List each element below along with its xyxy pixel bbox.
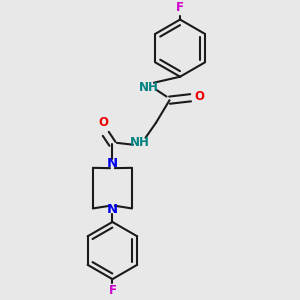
Text: O: O xyxy=(98,116,108,129)
Text: F: F xyxy=(108,284,116,297)
Text: NH: NH xyxy=(130,136,149,149)
Text: O: O xyxy=(194,90,204,104)
Text: NH: NH xyxy=(139,81,158,94)
Text: N: N xyxy=(107,157,118,170)
Text: N: N xyxy=(107,203,118,217)
Text: F: F xyxy=(176,2,184,14)
